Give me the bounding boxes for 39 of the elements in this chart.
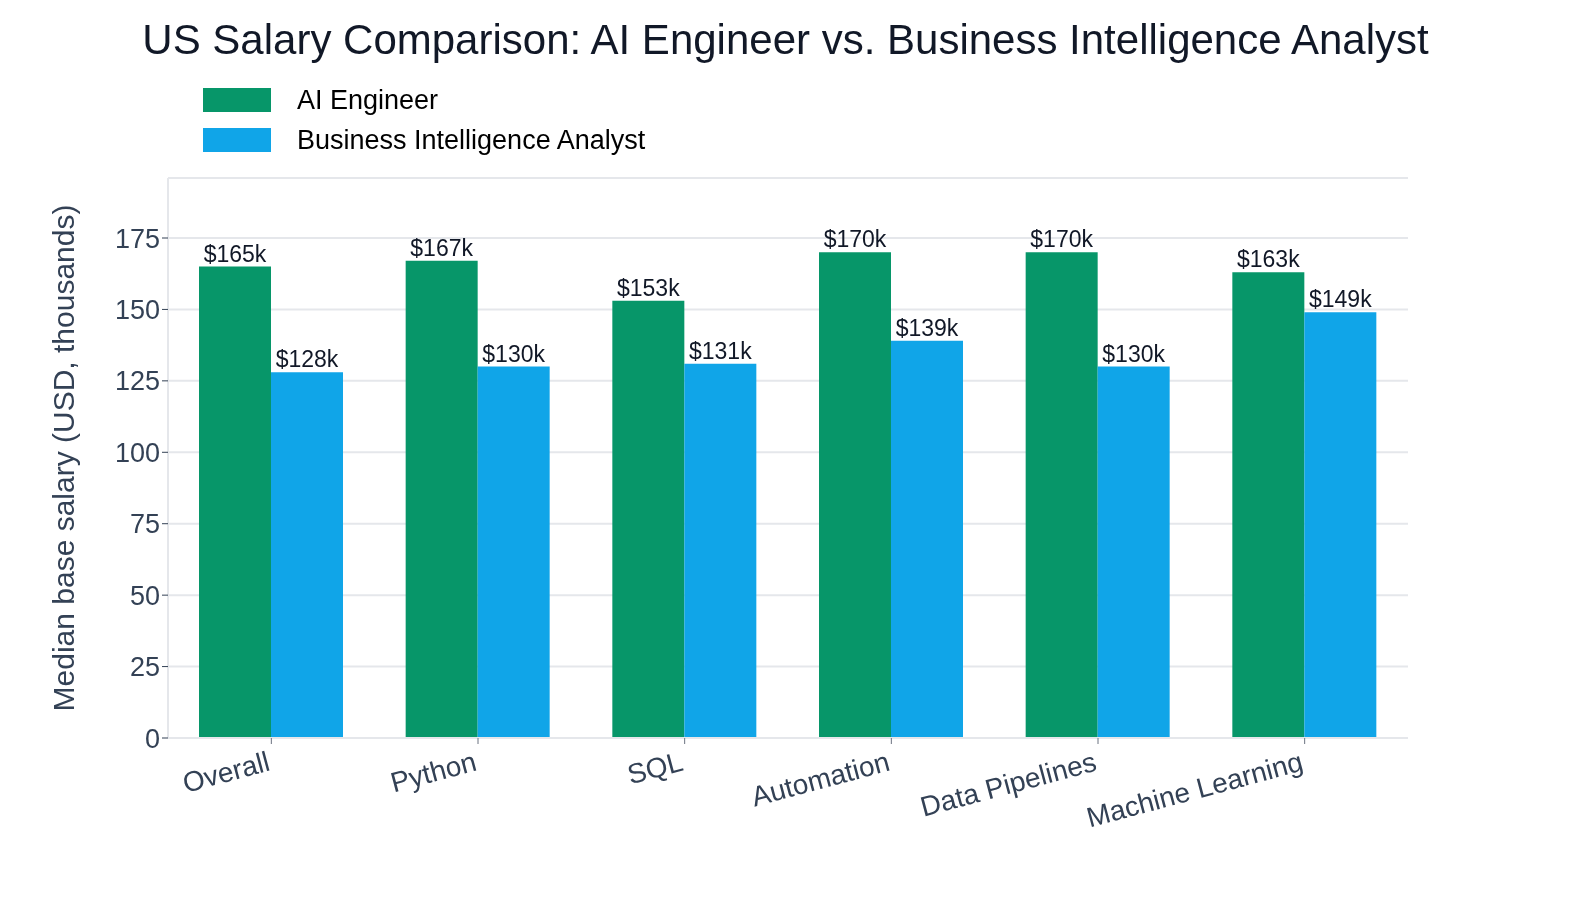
data-label: $167k bbox=[410, 234, 474, 261]
data-label: $165k bbox=[203, 240, 267, 267]
bar bbox=[1097, 366, 1170, 738]
data-label: $149k bbox=[1309, 286, 1373, 313]
data-label: $153k bbox=[617, 274, 681, 301]
bar bbox=[1232, 272, 1305, 738]
data-label: $130k bbox=[1102, 340, 1166, 367]
y-tick-label: 50 bbox=[129, 580, 160, 611]
bar bbox=[684, 363, 757, 738]
y-tick-label: 75 bbox=[129, 509, 160, 540]
x-tick-label: Python bbox=[387, 745, 480, 799]
bar bbox=[405, 260, 478, 738]
data-label: $131k bbox=[689, 337, 753, 364]
bar bbox=[199, 266, 271, 738]
bar bbox=[1025, 252, 1098, 738]
bar bbox=[271, 372, 343, 738]
y-axis-title: Median base salary (USD, thousands) bbox=[46, 204, 80, 712]
y-tick-label: 175 bbox=[114, 223, 160, 254]
y-tick-label: 150 bbox=[114, 295, 160, 326]
bar bbox=[891, 340, 963, 738]
data-label: $163k bbox=[1237, 246, 1301, 273]
data-label: $170k bbox=[823, 226, 887, 253]
chart-title: US Salary Comparison: AI Engineer vs. Business Intelligence Analyst bbox=[141, 15, 1430, 65]
y-tick-label: 25 bbox=[129, 652, 160, 683]
legend-label: AI Engineer bbox=[297, 84, 439, 116]
data-label: $170k bbox=[1030, 226, 1094, 253]
data-label: $130k bbox=[482, 340, 546, 367]
bar bbox=[1304, 312, 1377, 738]
data-label: $128k bbox=[275, 346, 339, 373]
y-tick-label: 100 bbox=[114, 437, 160, 468]
legend-label: Business Intelligence Analyst bbox=[297, 124, 646, 156]
data-label: $139k bbox=[895, 314, 959, 341]
y-tick-label: 0 bbox=[144, 723, 160, 754]
x-tick-label: Overall bbox=[179, 745, 273, 799]
y-tick-label: 125 bbox=[114, 366, 160, 397]
x-tick-label: SQL bbox=[624, 745, 687, 791]
bar bbox=[819, 252, 891, 738]
bar bbox=[477, 366, 550, 738]
bar bbox=[612, 300, 685, 738]
